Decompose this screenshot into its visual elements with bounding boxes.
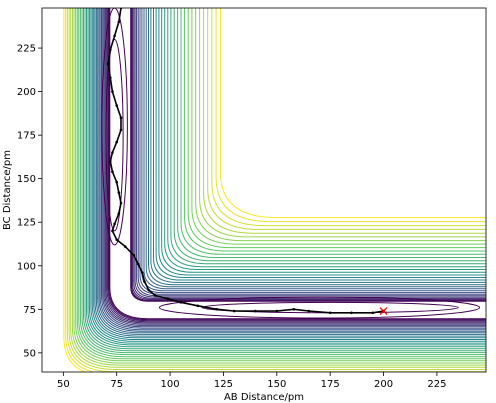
y-tick-label: 100 bbox=[17, 261, 36, 272]
contour-level-5 bbox=[105, 8, 486, 324]
contour-level-29 bbox=[71, 8, 486, 366]
trajectory-point bbox=[292, 308, 296, 311]
trajectory-point bbox=[166, 297, 170, 301]
trajectory-point bbox=[153, 294, 157, 297]
plot-frame bbox=[41, 7, 487, 373]
end-marker bbox=[379, 307, 388, 316]
trajectory-point bbox=[232, 309, 236, 313]
contour-level-25 bbox=[78, 8, 486, 358]
trajectory-point bbox=[109, 48, 112, 52]
trajectory-point bbox=[113, 34, 116, 38]
trajectory-point bbox=[307, 309, 311, 313]
contour-level-19 bbox=[87, 8, 486, 346]
trajectory-point bbox=[143, 280, 146, 283]
trajectory-point bbox=[111, 229, 114, 233]
trajectory-point bbox=[115, 180, 119, 184]
contour-loop-4 bbox=[158, 296, 481, 319]
contour-level-11 bbox=[98, 8, 486, 332]
y-tick-label: 150 bbox=[17, 174, 36, 185]
x-tick-label: 75 bbox=[110, 379, 123, 390]
contour-level-12 bbox=[97, 8, 486, 334]
trajectory-point bbox=[115, 238, 119, 241]
x-axis-label: AB Distance/pm bbox=[224, 392, 304, 403]
trajectory-point bbox=[275, 309, 279, 313]
y-tick-label: 50 bbox=[23, 348, 36, 359]
trajectory-point bbox=[141, 271, 144, 275]
contour-level-31 bbox=[68, 8, 486, 370]
contour-level-15 bbox=[93, 8, 486, 339]
trajectory-point bbox=[119, 201, 123, 205]
trajectory-point bbox=[350, 311, 353, 315]
trajectory-point bbox=[136, 262, 140, 266]
y-tick-label: 125 bbox=[17, 218, 36, 229]
contour-level-6 bbox=[104, 8, 486, 325]
contour-level-4 bbox=[106, 8, 486, 323]
contour-level-27 bbox=[75, 8, 486, 362]
contour-level-30 bbox=[70, 8, 486, 368]
trajectory-point bbox=[123, 245, 127, 248]
x-tick-label: 100 bbox=[161, 379, 180, 390]
trajectory-point bbox=[115, 104, 119, 107]
trajectory-point bbox=[109, 159, 112, 163]
contour-level-14 bbox=[94, 8, 486, 337]
trajectory-point bbox=[147, 288, 151, 292]
y-axis-ticks: 50 75 100 125 150 175 200 225 bbox=[17, 44, 42, 359]
trajectory-point bbox=[117, 20, 121, 24]
trajectory-point bbox=[132, 254, 136, 257]
x-tick-label: 150 bbox=[267, 379, 286, 390]
x-tick-label: 175 bbox=[321, 379, 340, 390]
contour-level-24 bbox=[79, 8, 486, 356]
contour-level-8 bbox=[102, 8, 486, 328]
contour-loop-2 bbox=[101, 8, 128, 246]
trajectory-point bbox=[109, 76, 112, 79]
trajectory-point bbox=[111, 90, 114, 93]
x-axis-ticks: 50 75 100 125 150 175 200 225 bbox=[57, 372, 446, 390]
contour-loop-1 bbox=[105, 38, 124, 232]
y-axis-label: BC Distance/pm bbox=[2, 150, 13, 230]
contour-level-26 bbox=[76, 8, 486, 360]
contour-level-17 bbox=[90, 8, 486, 342]
trajectory-point bbox=[106, 62, 110, 66]
contour-level-22 bbox=[83, 8, 486, 352]
contour-level-9 bbox=[101, 8, 486, 329]
trajectory-point bbox=[119, 128, 123, 132]
trajectory bbox=[106, 8, 385, 315]
contour-level-3 bbox=[107, 8, 486, 322]
contour-level-33 bbox=[65, 8, 486, 372]
x-tick-label: 50 bbox=[57, 379, 70, 390]
contour-level-2 bbox=[108, 8, 486, 321]
trajectory-point bbox=[111, 170, 114, 174]
contour-lines bbox=[63, 8, 486, 372]
y-tick-label: 200 bbox=[17, 87, 36, 98]
trajectory-point bbox=[117, 191, 121, 194]
trajectory-point bbox=[179, 301, 183, 304]
trajectory-point bbox=[111, 151, 114, 154]
trajectory-point bbox=[115, 140, 119, 144]
trajectory-point bbox=[119, 116, 123, 120]
x-tick-label: 225 bbox=[427, 379, 446, 390]
x-tick-label: 200 bbox=[374, 379, 393, 390]
end-marker-x bbox=[379, 307, 388, 316]
y-tick-label: 75 bbox=[23, 305, 36, 316]
contour-level-20 bbox=[86, 8, 486, 348]
trajectory-point bbox=[254, 309, 257, 313]
trajectory-point bbox=[328, 311, 332, 315]
trajectory-point bbox=[117, 212, 121, 215]
contour-level-18 bbox=[88, 8, 486, 344]
contour-level-34 bbox=[63, 8, 486, 372]
trajectory-point bbox=[113, 222, 116, 226]
contour-level-23 bbox=[81, 8, 486, 354]
contour-level-13 bbox=[95, 8, 486, 335]
trajectory-point bbox=[215, 308, 219, 311]
x-tick-label: 125 bbox=[214, 379, 233, 390]
contour-level-28 bbox=[73, 8, 486, 364]
y-tick-label: 175 bbox=[17, 131, 36, 142]
trajectory-point bbox=[371, 311, 375, 315]
contour-level-16 bbox=[91, 8, 486, 340]
contour-level-21 bbox=[84, 8, 486, 350]
y-tick-label: 225 bbox=[17, 44, 36, 55]
trajectory-point bbox=[196, 304, 200, 308]
